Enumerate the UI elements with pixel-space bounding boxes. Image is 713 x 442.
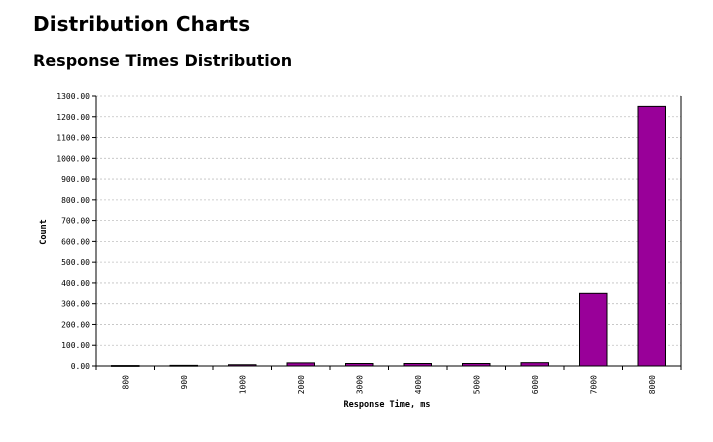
y-tick-label: 300.00 xyxy=(61,300,90,309)
x-tick-label: 4000 xyxy=(414,375,423,394)
y-tick-label: 700.00 xyxy=(61,217,90,226)
y-tick-label: 0.00 xyxy=(71,362,90,371)
x-axis-label: Response Time, ms xyxy=(344,399,431,410)
y-axis-label: Count xyxy=(39,219,49,245)
x-tick-label: 800 xyxy=(121,375,130,390)
x-tick-label: 1000 xyxy=(238,375,247,394)
y-tick-labels: 0.00 100.00 200.00 300.00 400.00 500.00 600.00… xyxy=(56,92,90,371)
y-tick-label: 800.00 xyxy=(61,196,90,205)
y-tick-label: 1200.00 xyxy=(56,113,90,122)
x-tick-label: 7000 xyxy=(589,375,598,394)
x-tick-label: 3000 xyxy=(355,375,364,394)
y-tick-label: 500.00 xyxy=(61,258,90,267)
page-title: Distribution Charts xyxy=(33,12,251,36)
section-title: Response Times Distribution xyxy=(33,51,293,70)
y-tick-label: 100.00 xyxy=(61,341,90,350)
y-tick-label: 200.00 xyxy=(61,320,90,329)
y-tick-label: 400.00 xyxy=(61,279,90,288)
axes xyxy=(92,95,682,370)
bars xyxy=(111,105,666,367)
x-tick-label: 2000 xyxy=(297,375,306,394)
x-tick-labels: 800 900 1000 2000 3000 4000 5000 6000 7000 8000 xyxy=(121,375,657,394)
y-tick-label: 1300.00 xyxy=(56,92,90,101)
x-tick-label: 8000 xyxy=(648,375,657,394)
y-tick-label: 1000.00 xyxy=(56,154,90,163)
x-tick-label: 6000 xyxy=(531,375,540,394)
x-tick-label: 900 xyxy=(180,375,189,390)
y-tick-label: 600.00 xyxy=(61,237,90,246)
y-tick-label: 1100.00 xyxy=(56,134,90,143)
grid-lines xyxy=(96,95,681,346)
x-tick-label: 5000 xyxy=(472,375,481,394)
y-tick-label: 900.00 xyxy=(61,175,90,184)
bar-7000 xyxy=(579,292,608,367)
bar-8000 xyxy=(637,105,666,367)
